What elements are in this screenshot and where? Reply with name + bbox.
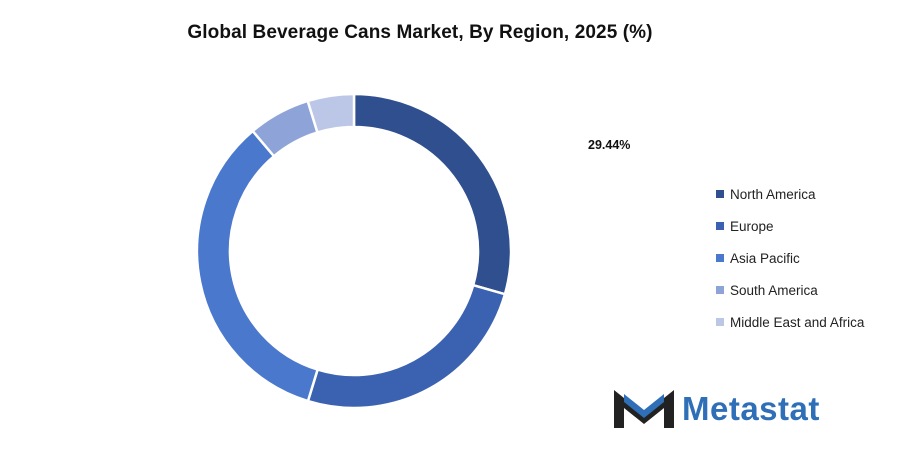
legend-label: North America (730, 186, 816, 202)
legend-item-europe: Europe (716, 210, 864, 242)
legend-swatch (716, 318, 724, 326)
donut-slice-europe (306, 283, 507, 410)
chart-legend: North America Europe Asia Pacific South … (716, 178, 864, 338)
metastat-logo-icon (614, 390, 674, 428)
chart-title: Global Beverage Cans Market, By Region, … (187, 22, 653, 43)
legend-item-south-america: South America (716, 274, 864, 306)
legend-swatch (716, 254, 724, 262)
legend-label: Europe (730, 218, 774, 234)
donut-slice-asia-pacific (195, 129, 320, 403)
data-label-north-america: 29.44% (588, 138, 631, 152)
donut-slice-north-america (352, 92, 513, 296)
legend-swatch (716, 190, 724, 198)
legend-item-north-america: North America (716, 178, 864, 210)
brand-name: Metastat (682, 389, 820, 427)
legend-label: South America (730, 282, 818, 298)
legend-item-asia-pacific: Asia Pacific (716, 242, 864, 274)
legend-item-middle-east-africa: Middle East and Africa (716, 306, 864, 338)
legend-label: Asia Pacific (730, 250, 800, 266)
donut-slice-middle-east-africa (306, 92, 356, 135)
legend-swatch (716, 222, 724, 230)
legend-swatch (716, 286, 724, 294)
brand-logo: Metastat (612, 386, 820, 430)
legend-label: Middle East and Africa (730, 314, 865, 330)
